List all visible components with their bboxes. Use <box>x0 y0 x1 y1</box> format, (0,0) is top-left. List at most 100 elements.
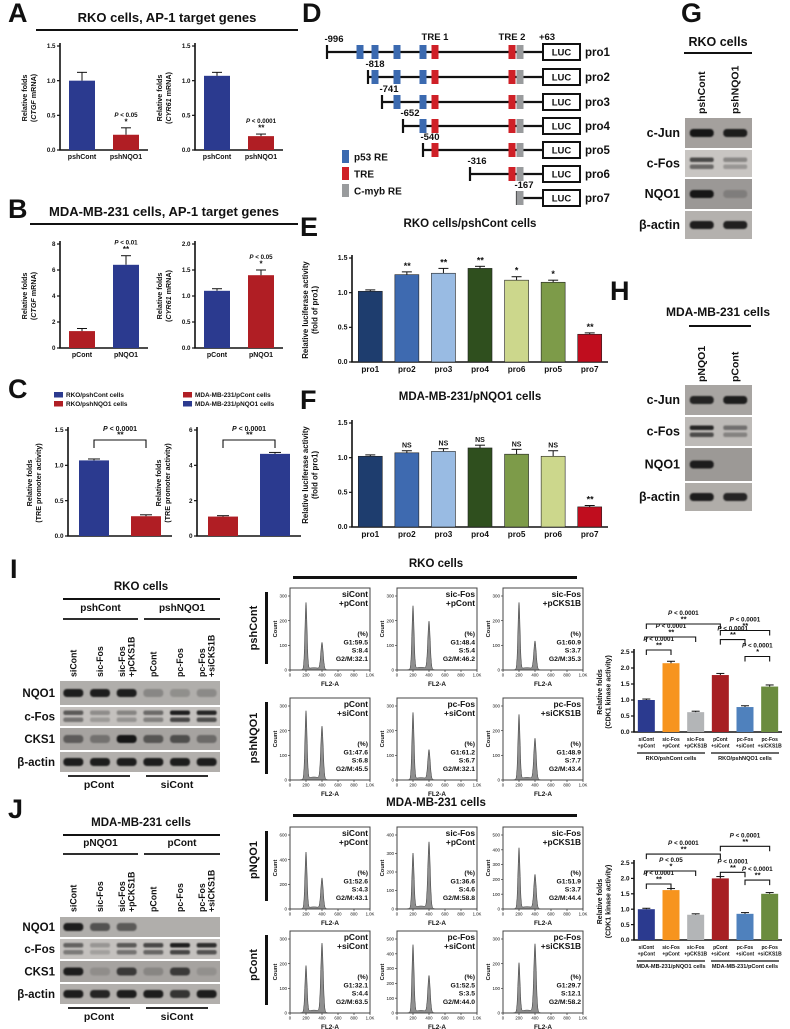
divider <box>265 702 268 774</box>
bar <box>761 686 779 732</box>
y-tick-label: 0 <box>497 1011 500 1016</box>
x-tick-label: 400 <box>425 783 433 788</box>
y-tick-label: 0 <box>189 533 193 540</box>
westernblot-rko-rescue: RKO cells pshCont pshNQO1 siCont sic-Fos sic-… <box>8 578 223 796</box>
protein-band <box>196 735 217 743</box>
protein-band <box>63 990 84 998</box>
y-tick-label: 0.5 <box>182 319 191 326</box>
x-axis-label: FL2-A <box>428 791 446 798</box>
cell-cycle-stat: S:3.7 <box>565 648 581 655</box>
legend-swatch <box>183 401 192 407</box>
significance-bracket <box>93 439 147 448</box>
panel-C: C Relative folds (TRE promoter activity) 0… <box>0 376 310 556</box>
tre-element <box>431 143 439 157</box>
blot-group-label: pshNQO1 <box>159 603 206 614</box>
blot-row-label: NQO1 <box>645 458 680 472</box>
westernblot-svg: MDA-MB-231 cells pNQO1 pCont c-Jun c-Fos NQO1… <box>639 305 770 511</box>
cell-cycle-stat: S:4.3 <box>352 887 368 894</box>
panel-E: E RKO cells/pshCont cells Relative lucif… <box>298 212 638 390</box>
flow-condition-label: pc-Fos <box>554 932 582 942</box>
flow-histogram-svg: Count 0 100 200 300 pc-Fos+siCKS1B (%)G1:29.7 S… <box>486 930 588 1029</box>
p-value: P < 0.0001 <box>656 623 687 630</box>
significance-bracket <box>645 883 672 889</box>
y-axis-label: Relative luciferase activity <box>301 261 310 359</box>
blot-row-label: CKS1 <box>24 967 55 979</box>
protein-band <box>689 425 714 430</box>
y-tick-label: 100 <box>492 892 500 897</box>
x-tick-label: 600 <box>334 783 342 788</box>
y-tick-label: 0.0 <box>338 524 348 531</box>
y-tick-label: 0.0 <box>182 147 191 154</box>
y-tick-label: 0 <box>284 668 287 673</box>
protein-band <box>196 758 217 766</box>
blot-bottom-label: pCont <box>84 1011 115 1023</box>
cell-cycle-stat: S:5.4 <box>459 648 475 655</box>
x-tick-label: 800 <box>563 673 571 678</box>
protein-band <box>116 689 137 697</box>
panel-label-H: H <box>610 276 629 306</box>
tre-element <box>508 143 516 157</box>
blot-row-label: NQO1 <box>22 688 55 700</box>
bar <box>69 331 95 348</box>
y-tick-label: 100 <box>492 753 500 758</box>
flow-plot: Count 0 100 200 300 pCont +siCont (%) G1:32.1 S:4… <box>270 927 376 1029</box>
y-axis-label: (TRE promoter activity) <box>34 443 43 523</box>
lane-label: +siCKS1B <box>206 635 216 677</box>
flow-condition-label: +pCont <box>339 837 368 847</box>
bar <box>577 506 603 528</box>
protein-band <box>90 735 110 743</box>
x-tick-label: 1.0K <box>366 673 375 678</box>
y-axis-label: Count <box>273 964 279 981</box>
x-category-label: pc-Fos <box>761 737 778 743</box>
divider <box>265 935 268 1005</box>
x-tick-label: 400 <box>531 912 539 917</box>
x-tick-label: 200 <box>515 673 523 678</box>
bar <box>357 455 383 528</box>
y-axis-label: Relative folds <box>25 460 34 507</box>
x-tick-label: 200 <box>302 783 310 788</box>
legend-label: RKO/pshCont cells <box>66 392 124 399</box>
protein-band <box>689 432 714 437</box>
panel-B-title: MDA-MB-231 cells, AP-1 target genes <box>30 204 298 225</box>
x-tick-label: 0 <box>289 673 292 678</box>
y-tick-label: 1.0 <box>182 293 191 300</box>
x-axis-label: FL2-A <box>321 791 339 798</box>
significance: ** <box>668 628 675 637</box>
x-category-label: pro3 <box>435 530 453 539</box>
lane-label: pc-Fos <box>175 648 185 677</box>
y-tick-label: 0 <box>284 1011 287 1016</box>
y-tick-label: 0.5 <box>621 713 630 720</box>
bar <box>260 453 290 536</box>
x-tick-label: 200 <box>302 1016 310 1021</box>
flow-row-label: pshCont <box>248 605 260 651</box>
y-axis-label: Count <box>486 621 492 638</box>
y-tick-label: 1.0 <box>47 78 56 85</box>
protein-band <box>143 717 164 722</box>
panel-H: H MDA-MB-231 cells pNQO1 pCont c-Jun c-Fos NQ… <box>605 278 790 558</box>
blot-title: MDA-MB-231 cells <box>91 817 191 829</box>
bar <box>79 460 109 536</box>
y-tick-label: 200 <box>279 882 287 887</box>
luc-box <box>542 165 581 183</box>
lane-label: pshCont <box>696 71 708 114</box>
flow-condition-label: +siCKS1B <box>541 708 581 718</box>
x-tick-label: 200 <box>302 912 310 917</box>
y-axis-label: (CDK1 kinase activity) <box>606 865 613 939</box>
p-value: P < 0.0001 <box>668 840 699 847</box>
x-tick-label: 400 <box>531 673 539 678</box>
panel-G: G RKO cells pshCont pshNQO1 c-Jun c-Fos NQO1 β… <box>628 0 790 260</box>
tre-element <box>508 45 516 59</box>
y-tick-label: 100 <box>386 643 394 648</box>
x-category-label: +siCont <box>711 951 730 957</box>
y-axis-label: Count <box>486 964 492 981</box>
significance: ** <box>246 430 253 440</box>
blot-strip <box>685 150 752 177</box>
x-tick-label: 200 <box>515 783 523 788</box>
bar-chart-svg: Relative luciferase activity (fold of pro… <box>301 255 608 374</box>
protein-band <box>689 164 714 169</box>
protein-band <box>63 758 84 766</box>
bar <box>431 451 456 528</box>
y-tick-label: 1.0 <box>338 455 348 462</box>
y-tick-label: 100 <box>492 986 500 991</box>
protein-band <box>63 717 84 722</box>
